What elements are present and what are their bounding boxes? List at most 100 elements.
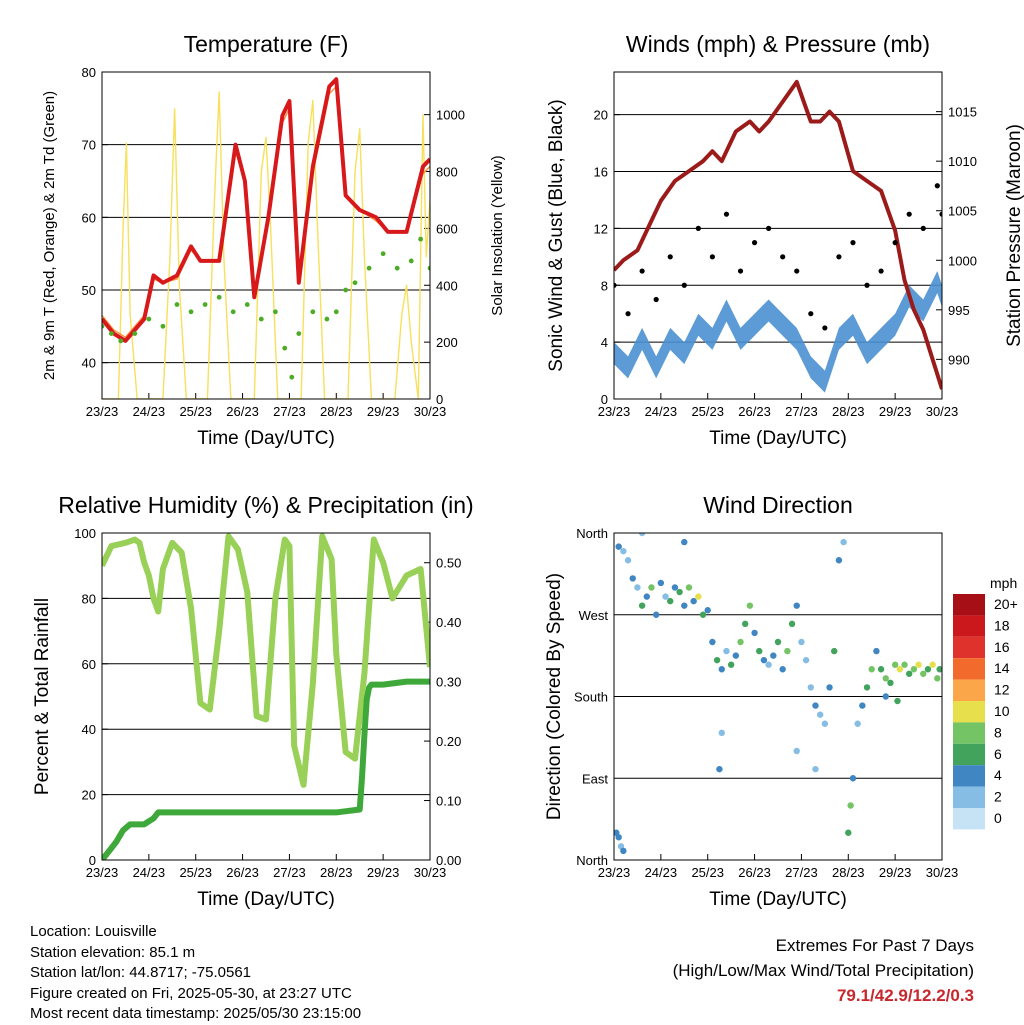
direction-point — [882, 675, 889, 682]
chart-panel-1: Temperature (F)4050607080020040060080010… — [41, 31, 506, 449]
colorbar-title: mph — [990, 575, 1017, 591]
x-axis-label: Time (Day/UTC) — [709, 889, 847, 910]
direction-point — [643, 593, 650, 600]
direction-point — [732, 652, 740, 659]
data-point — [418, 236, 424, 242]
chart-title: Wind Direction — [703, 492, 853, 518]
y-right-tick-label: 0.00 — [436, 853, 461, 868]
colorbar-swatch — [953, 808, 985, 830]
data-point — [146, 316, 152, 322]
direction-point — [737, 638, 744, 646]
direction-point — [638, 602, 646, 609]
y-right-tick-label: 995 — [948, 303, 970, 318]
direction-point — [704, 607, 711, 614]
colorbar-swatch — [953, 636, 985, 659]
chart-panel-3: Relative Humidity (%) & Precipitation (i… — [32, 492, 474, 910]
colorbar-swatch — [953, 679, 985, 701]
direction-point — [765, 661, 772, 668]
y-tick-label: 8 — [601, 278, 608, 293]
y-tick-label: 40 — [82, 356, 96, 371]
data-point — [766, 225, 772, 231]
data-point — [102, 323, 105, 329]
x-tick-label: 29/23 — [367, 404, 400, 419]
direction-point — [936, 666, 942, 673]
y-axis-label: Direction (Colored By Speed) — [544, 573, 565, 820]
colorbar-swatch — [953, 701, 985, 723]
data-point — [230, 309, 236, 315]
series-t9m — [102, 85, 430, 338]
y-tick-label: 80 — [82, 65, 96, 80]
data-point — [695, 225, 701, 231]
direction-point — [812, 702, 819, 709]
data-point — [681, 282, 687, 288]
data-point — [132, 331, 138, 336]
direction-point — [718, 666, 725, 673]
x-tick-label: 27/23 — [273, 865, 306, 880]
direction-point — [863, 684, 871, 691]
direction-point — [699, 611, 707, 618]
station-elevation: Station elevation: 85.1 m — [30, 943, 196, 961]
data-point — [667, 254, 673, 260]
direction-point — [924, 666, 932, 673]
direction-point — [877, 666, 885, 673]
y-tick-label: West — [579, 608, 609, 623]
direction-point — [751, 629, 758, 637]
direction-point — [807, 684, 814, 691]
y-right-tick-label: 0 — [436, 392, 443, 407]
y-tick-label: South — [574, 690, 608, 705]
direction-point — [788, 620, 796, 628]
data-point — [289, 374, 295, 380]
data-point — [892, 240, 898, 246]
y-right-tick-label: 990 — [948, 352, 970, 367]
colorbar-label: 10 — [994, 703, 1010, 719]
y-right-tick-label: 200 — [436, 335, 458, 350]
direction-point — [859, 702, 866, 709]
direction-point — [816, 711, 824, 718]
direction-point — [615, 543, 622, 550]
direction-point — [662, 593, 669, 600]
colorbar-swatch — [953, 786, 985, 808]
direction-point — [709, 638, 716, 646]
y-tick-label: 0 — [89, 853, 96, 868]
data-point — [118, 338, 124, 344]
direction-point — [835, 557, 843, 564]
direction-point — [774, 638, 782, 646]
y-tick-label: 40 — [82, 722, 96, 737]
station-latlon: Station lat/lon: 44.8717; -75.0561 — [30, 964, 252, 981]
y-axis-label: Percent & Total Rainfall — [32, 598, 53, 795]
x-tick-label: 27/23 — [785, 404, 818, 419]
data-point — [653, 296, 659, 303]
x-tick-label: 30/23 — [414, 865, 447, 880]
y-right-tick-label: 0.50 — [436, 556, 461, 571]
y-right-axis-label: Station Pressure (Maroon) — [1004, 124, 1024, 347]
y-tick-label: 100 — [74, 526, 96, 541]
direction-point — [695, 593, 702, 600]
colorbar-label: 8 — [994, 724, 1002, 740]
data-point — [310, 309, 316, 315]
x-tick-label: 24/23 — [645, 865, 678, 880]
data-point — [864, 282, 870, 288]
direction-points — [614, 533, 942, 855]
direction-point — [798, 638, 805, 646]
data-point — [188, 309, 194, 315]
x-tick-label: 25/23 — [179, 404, 212, 419]
y-tick-label: 70 — [82, 138, 96, 153]
y-right-tick-label: 1015 — [948, 105, 977, 120]
direction-point — [894, 697, 901, 705]
colorbar-swatch — [953, 743, 985, 766]
x-axis-label: Time (Day/UTC) — [197, 428, 335, 449]
data-point — [906, 211, 912, 217]
x-tick-label: 26/23 — [738, 404, 771, 419]
direction-point — [802, 656, 810, 664]
data-point — [108, 331, 114, 336]
x-tick-label: 24/23 — [133, 404, 166, 419]
direction-point — [793, 602, 800, 609]
direction-point — [716, 765, 723, 773]
direction-point — [756, 647, 763, 655]
y-right-axis-label: Solar Insolation (Yellow) — [489, 155, 506, 315]
extremes-box: Extremes For Past 7 Days (High/Low/Max W… — [673, 933, 974, 1008]
data-point — [723, 211, 730, 217]
x-tick-label: 23/23 — [86, 865, 119, 880]
y-tick-label: 60 — [82, 657, 96, 672]
direction-point — [845, 829, 852, 836]
